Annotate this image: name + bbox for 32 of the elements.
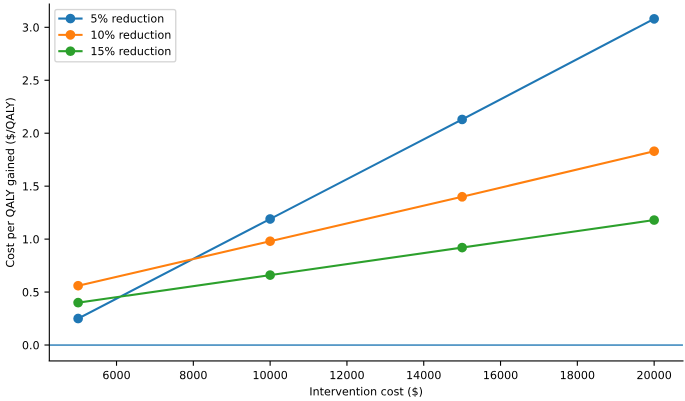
x-tick-label: 20000 bbox=[637, 370, 672, 380]
y-tick-label: 0.5 bbox=[22, 288, 39, 296]
point bbox=[73, 314, 83, 324]
point bbox=[649, 146, 660, 156]
point bbox=[457, 192, 467, 202]
point bbox=[73, 298, 83, 308]
y-axis-title: Cost per QALY gained ($/QALY) bbox=[6, 98, 16, 268]
x-tick-label: 10000 bbox=[254, 370, 288, 380]
point bbox=[649, 14, 660, 24]
y-tick-label: 1.0 bbox=[23, 235, 39, 244]
point bbox=[457, 114, 467, 124]
x-tick-label: 14000 bbox=[407, 370, 441, 380]
point bbox=[457, 242, 467, 252]
point bbox=[265, 270, 275, 280]
point bbox=[265, 236, 275, 246]
point bbox=[649, 215, 660, 225]
y-tick-label: 3.0 bbox=[22, 23, 39, 32]
y-tick-label: 2.0 bbox=[22, 129, 39, 138]
x-tick-label: 6000 bbox=[103, 370, 130, 380]
x-axis-title: Intervention cost ($) bbox=[310, 386, 422, 398]
y-tick-label: 0.0 bbox=[22, 340, 39, 350]
y-tick-label: 2.5 bbox=[22, 76, 39, 85]
point bbox=[265, 214, 275, 224]
legend-label: 10% reduction bbox=[92, 30, 170, 39]
point bbox=[73, 280, 83, 291]
x-tick-label: 16000 bbox=[484, 370, 518, 380]
x-tick-label: 18000 bbox=[560, 370, 594, 380]
x-tick-label: 12000 bbox=[330, 370, 364, 380]
legend-label: 5% reduction bbox=[91, 14, 164, 23]
y-tick-label: 1.5 bbox=[23, 182, 39, 191]
legend-label: 15% reduction bbox=[92, 46, 170, 56]
x-tick-label: 8000 bbox=[180, 370, 207, 380]
